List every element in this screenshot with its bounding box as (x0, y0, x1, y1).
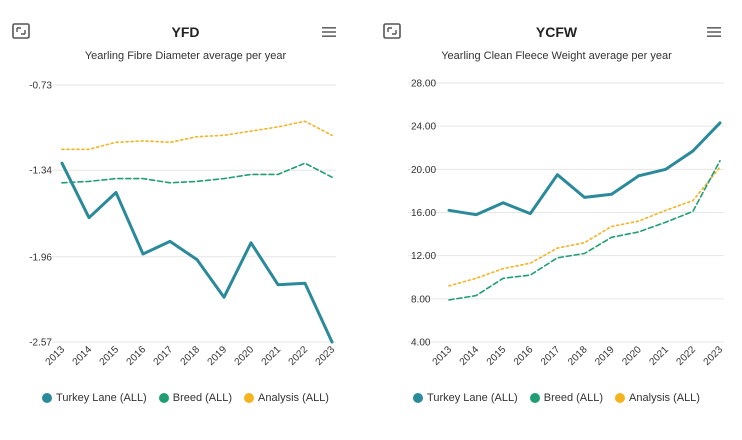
legend-item-analysis[interactable]: Analysis (ALL) (244, 392, 329, 404)
x-tick-label: 2020 (620, 344, 644, 368)
y-tick-label: -1.96 (29, 252, 52, 263)
y-tick-label: 12.00 (411, 251, 436, 262)
x-tick-label: 2015 (485, 344, 509, 368)
x-tick-label: 2019 (593, 344, 617, 368)
legend-label: Analysis (ALL) (258, 392, 329, 404)
y-tick-label: 20.00 (411, 165, 436, 176)
y-tick-label: -1.34 (29, 166, 52, 177)
series-line-breed-all[interactable] (61, 162, 333, 184)
y-tick-label: 28.00 (411, 79, 436, 90)
y-tick-label: 8.00 (411, 294, 431, 305)
y-tick-label: 24.00 (411, 122, 436, 133)
legend-item-breed[interactable]: Breed (ALL) (158, 392, 233, 404)
x-tick-label: 2019 (206, 344, 230, 368)
legend-label: Analysis (ALL) (629, 392, 700, 404)
yfd-chart-panel: YFD Yearling Fibre Diameter average per … (0, 23, 371, 404)
legend-item-turkey-lane[interactable]: Turkey Lane (ALL) (42, 392, 147, 404)
expand-icon[interactable] (383, 23, 401, 39)
chart-legend: Turkey Lane (ALL) Breed (ALL) Analysis (… (371, 392, 742, 404)
legend-item-analysis[interactable]: Analysis (ALL) (615, 392, 700, 404)
chart-subtitle: Yearling Fibre Diameter average per year (84, 50, 287, 62)
x-tick-label: 2014 (458, 344, 482, 368)
y-tick-label: 16.00 (411, 208, 436, 219)
menu-icon[interactable] (321, 26, 337, 38)
series-line-analysis-all[interactable] (448, 166, 721, 287)
y-tick-label: -2.57 (29, 338, 52, 349)
legend-marker (529, 393, 540, 403)
x-tick-label: 2018 (566, 344, 590, 368)
legend-marker (244, 393, 255, 403)
x-tick-label: 2017 (539, 344, 563, 368)
series-line-turkey-lane-all[interactable] (60, 161, 334, 344)
legend-label: Breed (ALL) (172, 392, 233, 404)
x-tick-label: 2017 (152, 344, 176, 368)
legend-item-turkey-lane[interactable]: Turkey Lane (ALL) (413, 392, 518, 404)
y-tick-label: 4.00 (411, 338, 431, 349)
series-line-turkey-lane-all[interactable] (447, 121, 722, 217)
x-tick-label: 2013 (431, 344, 455, 368)
x-tick-label: 2023 (702, 344, 726, 368)
series-line-breed-all[interactable] (448, 159, 721, 301)
expand-icon[interactable] (12, 23, 30, 39)
ycfw-chart-panel: YCFW Yearling Clean Fleece Weight averag… (371, 0, 742, 440)
series-line-analysis-all[interactable] (61, 120, 333, 151)
legend-marker (413, 393, 424, 403)
menu-icon[interactable] (706, 26, 722, 38)
x-tick-label: 2015 (98, 344, 122, 368)
chart-legend: Turkey Lane (ALL) Breed (ALL) Analysis (… (0, 392, 371, 404)
x-tick-label: 2014 (71, 344, 95, 368)
x-tick-label: 2021 (260, 344, 284, 368)
legend-marker (615, 393, 626, 403)
legend-marker (158, 393, 169, 403)
x-tick-label: 2018 (179, 344, 203, 368)
chart-title: YFD (171, 24, 200, 40)
x-tick-label: 2021 (647, 344, 671, 368)
x-tick-label: 2016 (125, 344, 149, 368)
legend-item-breed[interactable]: Breed (ALL) (529, 392, 604, 404)
legend-marker (42, 393, 53, 403)
legend-label: Breed (ALL) (543, 392, 604, 404)
chart-title: YCFW (535, 24, 578, 40)
x-tick-label: 2022 (675, 344, 699, 368)
legend-label: Turkey Lane (ALL) (427, 392, 518, 404)
chart-subtitle: Yearling Clean Fleece Weight average per… (441, 50, 672, 62)
x-tick-label: 2016 (512, 344, 536, 368)
x-tick-label: 2023 (314, 344, 338, 368)
y-tick-label: -0.73 (29, 81, 52, 92)
x-tick-label: 2022 (287, 344, 311, 368)
legend-label: Turkey Lane (ALL) (56, 392, 147, 404)
x-tick-label: 2020 (233, 344, 257, 368)
